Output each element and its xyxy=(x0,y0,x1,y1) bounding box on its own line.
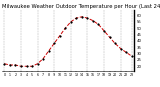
Text: Milwaukee Weather Outdoor Temperature per Hour (Last 24 Hours): Milwaukee Weather Outdoor Temperature pe… xyxy=(2,4,160,9)
